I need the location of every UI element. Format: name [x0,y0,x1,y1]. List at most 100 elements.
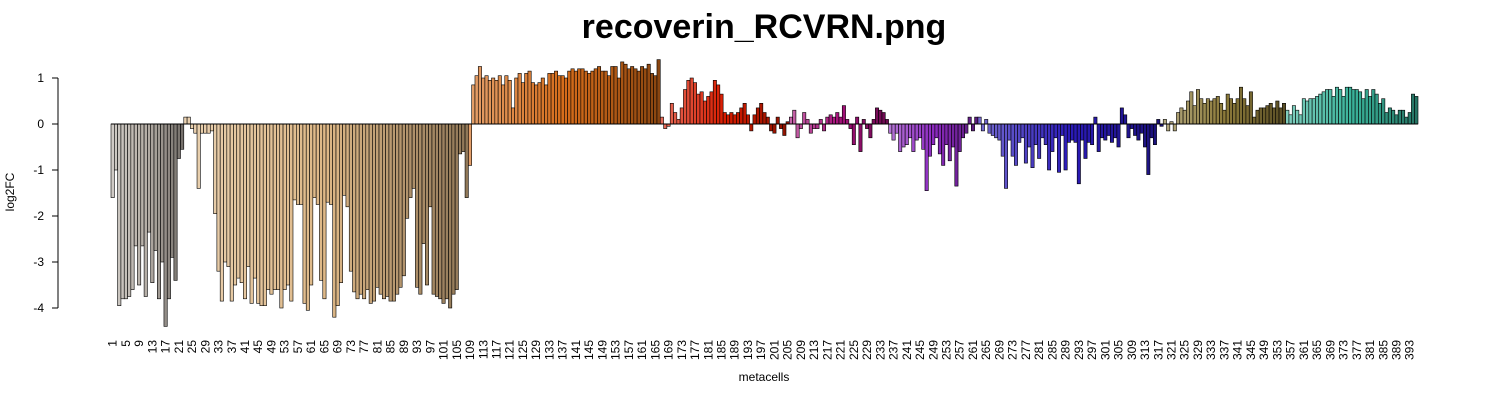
x-tick-label: 261 [966,340,980,360]
bar-381 [1368,96,1372,125]
bar-6 [127,123,132,297]
x-tick-label: 289 [1059,340,1073,360]
bar-64 [319,123,324,281]
bar-106 [458,123,463,155]
bar-394 [1411,93,1415,125]
bar-77 [362,123,367,300]
x-tick-label: 69 [331,340,345,354]
bar-91 [408,123,413,198]
bar-84 [385,123,390,297]
bar-182 [709,91,714,125]
bar-27 [196,123,201,189]
bar-217 [825,116,830,125]
bar-125 [520,82,525,125]
bar-302 [1106,123,1111,136]
bar-94 [418,123,423,295]
bar-19 [170,123,175,258]
bar-63 [315,123,320,205]
bar-188 [729,112,734,125]
bar-256 [954,123,959,187]
x-tick-label: 109 [463,340,477,360]
bar-372 [1338,89,1343,125]
x-tick-label: 265 [979,340,993,360]
bar-82 [378,123,383,295]
bar-144 [583,70,588,125]
bar-348 [1258,107,1263,125]
bar-272 [1007,123,1012,141]
bar-152 [610,66,615,125]
bar-290 [1066,123,1071,143]
bar-11 [143,123,148,297]
bar-236 [888,123,893,134]
bar-344 [1245,105,1250,125]
bar-173 [679,107,684,125]
bar-386 [1384,112,1389,125]
bar-252 [941,123,946,166]
bar-369 [1328,89,1333,125]
bar-101 [441,123,446,304]
bar-284 [1047,123,1052,171]
bar-310 [1133,123,1138,136]
bar-67 [329,123,333,205]
bar-148 [597,66,602,125]
bar-316 [1152,123,1157,146]
bar-208 [795,123,800,139]
x-tick-label: 377 [1350,340,1364,360]
bar-328 [1192,105,1197,125]
bar-97 [428,123,433,208]
bar-38 [233,123,238,286]
bar-209 [798,123,803,129]
bar-113 [481,77,486,125]
bar-261 [970,123,975,132]
bar-356 [1285,109,1290,125]
bar-28 [200,123,204,134]
bar-285 [1050,123,1055,152]
bar-239 [898,123,903,152]
bar-379 [1361,98,1366,125]
bar-201 [772,123,777,134]
x-tick-label: 133 [542,340,556,360]
x-tick-label: 49 [264,340,278,354]
bar-105 [454,123,459,290]
x-tick-label: 393 [1403,340,1417,360]
bar-4 [120,123,125,300]
x-tick-label: 249 [926,340,940,360]
bar-281 [1037,123,1042,159]
bar-9 [137,123,142,286]
bar-170 [669,103,674,125]
bar-336 [1219,103,1224,125]
bar-260 [967,116,972,125]
x-tick-label: 65 [317,340,331,354]
bar-354 [1278,107,1283,125]
x-tick-label: 325 [1178,340,1192,360]
x-tick-label: 81 [370,340,384,354]
x-tick-label: 21 [172,340,186,354]
bar-339 [1229,98,1234,125]
bar-76 [358,123,363,295]
bar-335 [1215,96,1220,125]
x-tick-label: 373 [1337,340,1351,360]
bar-138 [564,77,568,125]
bar-72 [345,123,350,208]
x-tick-label: 165 [648,340,662,360]
bar-180 [702,100,707,125]
x-tick-label: 41 [238,340,252,354]
x-tick-label: 105 [450,340,464,360]
bar-33 [216,123,221,272]
bar-375 [1348,86,1353,125]
bar-264 [980,123,985,132]
bar-130 [537,82,542,125]
bar-20 [173,123,178,281]
bar-15 [157,123,161,300]
bar-249 [931,123,936,146]
x-tick-label: 177 [688,340,702,360]
bar-123 [514,77,519,125]
y-axis: 1 0 -1 -2 -3 -4 [33,71,59,315]
bar-35 [223,123,228,263]
bar-223 [845,119,850,125]
bar-73 [348,123,353,272]
x-tick-label: 53 [278,340,292,354]
bar-13 [150,123,155,283]
x-tick-label: 93 [410,340,424,354]
